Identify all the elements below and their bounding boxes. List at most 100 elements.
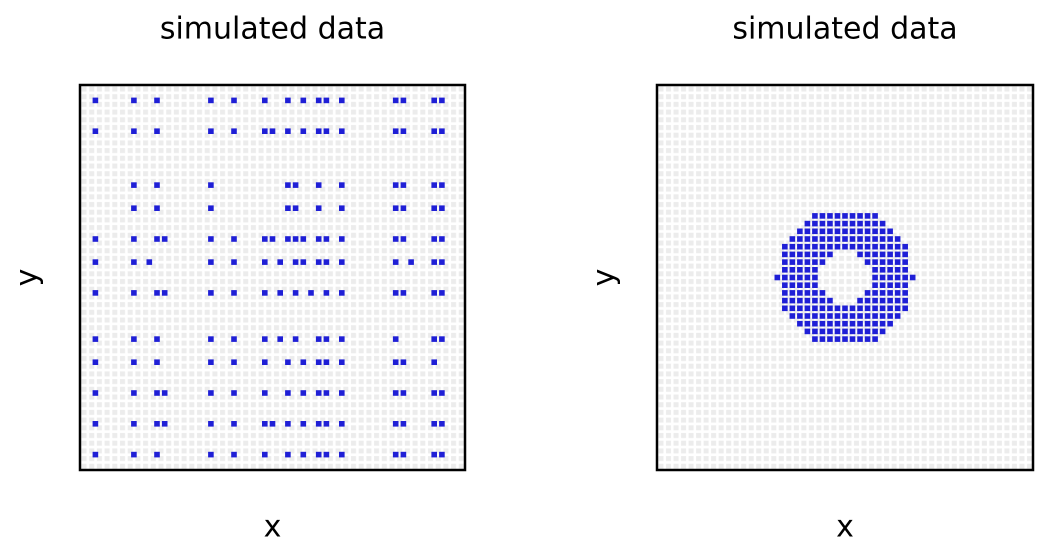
point [782, 274, 788, 281]
point [894, 282, 901, 288]
chart-title: simulated data [160, 12, 385, 47]
point [834, 236, 841, 242]
point [231, 421, 237, 427]
point [208, 390, 214, 396]
point [812, 336, 818, 342]
point [887, 313, 893, 319]
point [812, 251, 818, 258]
point [872, 282, 878, 288]
point [323, 97, 330, 104]
point [339, 259, 345, 265]
point [782, 305, 788, 312]
point [154, 421, 160, 427]
point [887, 290, 893, 296]
point [849, 213, 856, 219]
point [315, 390, 322, 396]
point [887, 259, 893, 265]
point [827, 243, 833, 250]
point [872, 305, 878, 312]
point [339, 451, 345, 458]
point [902, 259, 908, 265]
point [339, 97, 345, 104]
point [797, 259, 803, 265]
point [400, 359, 407, 365]
point [292, 259, 299, 265]
y-axis-label: y [587, 269, 622, 287]
point [827, 313, 833, 319]
point [262, 259, 268, 265]
point [431, 97, 437, 104]
point [842, 305, 848, 312]
point [842, 336, 848, 342]
point [857, 236, 863, 242]
point [872, 274, 878, 281]
point [323, 359, 330, 365]
point [300, 390, 307, 396]
point [872, 328, 878, 335]
point [92, 421, 99, 427]
point [894, 251, 901, 258]
point [804, 228, 811, 235]
point [231, 236, 237, 242]
point [812, 236, 818, 242]
point [292, 236, 299, 242]
point [315, 182, 322, 188]
point [392, 259, 399, 265]
point [834, 228, 841, 235]
point [431, 390, 437, 396]
point [849, 243, 856, 250]
point [431, 182, 437, 188]
point [262, 336, 268, 342]
point [857, 243, 863, 250]
point [300, 259, 307, 265]
point [92, 259, 99, 265]
point [834, 220, 841, 227]
plot-background [80, 85, 465, 470]
point [894, 259, 901, 265]
point [834, 320, 841, 327]
point [431, 236, 437, 242]
point [400, 390, 407, 396]
point [339, 359, 345, 365]
point [842, 228, 848, 235]
point [819, 328, 826, 335]
point [277, 259, 283, 265]
point [208, 128, 214, 134]
point [812, 320, 818, 327]
point [431, 128, 437, 134]
point [300, 236, 307, 242]
point [872, 243, 878, 250]
point [300, 128, 307, 134]
point [439, 451, 445, 458]
point [285, 451, 291, 458]
point [323, 390, 330, 396]
point [339, 205, 345, 211]
point [804, 328, 811, 335]
point [131, 259, 137, 265]
point [804, 297, 811, 304]
point [231, 259, 237, 265]
point [439, 259, 445, 265]
point [208, 236, 214, 242]
point [902, 305, 908, 312]
point [315, 359, 322, 365]
point [131, 421, 137, 427]
point [887, 282, 893, 288]
point [842, 313, 848, 319]
point [231, 290, 237, 296]
point [872, 336, 878, 342]
point [827, 336, 833, 342]
point [262, 451, 268, 458]
point [827, 305, 833, 312]
point [902, 290, 908, 296]
point [797, 290, 803, 296]
point [827, 251, 833, 258]
point [827, 236, 833, 242]
point [292, 182, 299, 188]
point [92, 336, 99, 342]
point [439, 336, 445, 342]
point [812, 267, 818, 273]
point [285, 390, 291, 396]
point [439, 205, 445, 211]
point [864, 297, 871, 304]
